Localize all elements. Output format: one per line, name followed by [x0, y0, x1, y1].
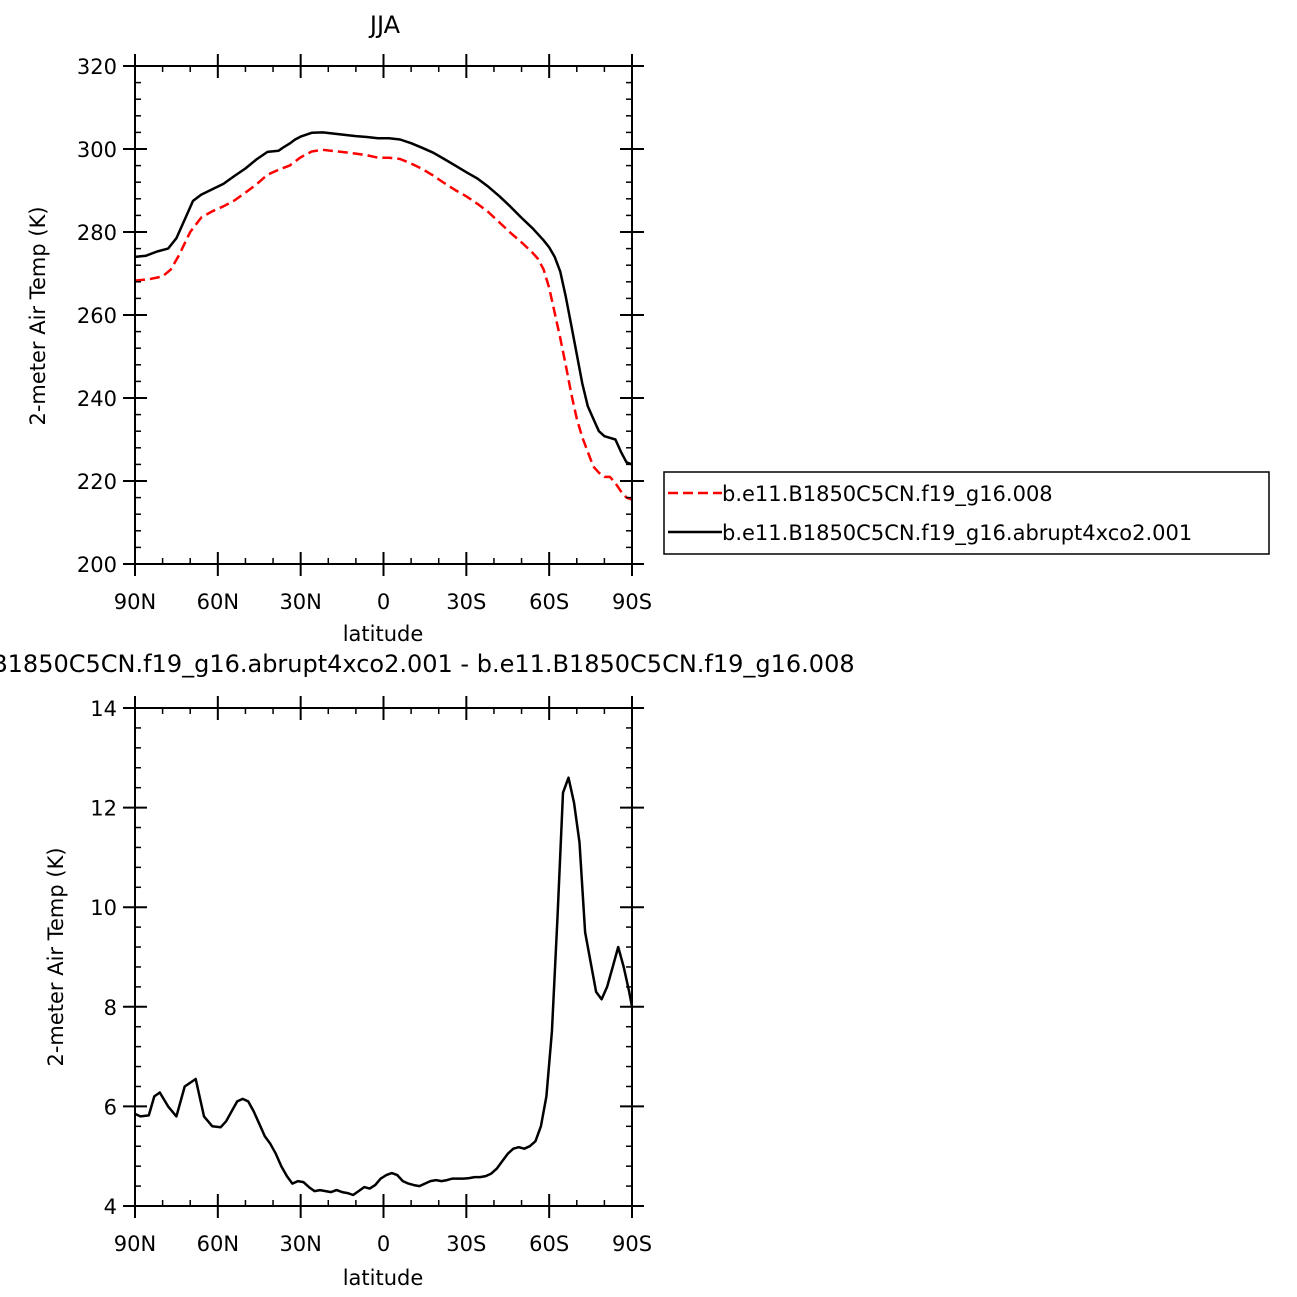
x-tick-label: 30S	[446, 1232, 486, 1256]
panel-bottom: b.e11.B1850C5CN.f19_g16.abrupt4xco2.001 …	[0, 650, 855, 1290]
y-tick-label: 8	[104, 996, 117, 1020]
x-tick-label: 30N	[279, 1232, 321, 1256]
series-group-top	[134, 131, 633, 501]
legend-label-control: b.e11.B1850C5CN.f19_g16.008	[722, 482, 1053, 507]
x-axis-label-bottom: latitude	[343, 1266, 424, 1290]
y-axis-label-top: 2-meter Air Temp (K)	[26, 206, 50, 425]
y-tick-label: 4	[104, 1195, 117, 1219]
y-tick-label: 220	[77, 470, 117, 494]
series-line-0-0	[134, 148, 633, 501]
y-tick-label: 200	[77, 553, 117, 577]
x-tick-label: 30N	[279, 590, 321, 614]
x-tick-label: 60N	[197, 590, 239, 614]
plot-frame-top	[134, 65, 633, 565]
x-tick-label: 60S	[529, 590, 569, 614]
x-tick-label: 30S	[446, 590, 486, 614]
panel-top: JJA 200 220 240 260 280 300 320 90N 60N 30N 0 30S 60…	[26, 11, 1270, 646]
chart-title-bottom: b.e11.B1850C5CN.f19_g16.abrupt4xco2.001 …	[0, 650, 855, 678]
series-group-bottom	[134, 776, 634, 1197]
x-tick-label: 90S	[612, 590, 652, 614]
legend-label-abrupt4xco2: b.e11.B1850C5CN.f19_g16.abrupt4xco2.001	[722, 521, 1192, 546]
x-tick-label: 60N	[197, 1232, 239, 1256]
chart-title-top: JJA	[368, 11, 401, 39]
x-axis-label-top: latitude	[343, 622, 424, 646]
y-tick-label: 14	[90, 697, 117, 721]
y-tick-label: 12	[90, 797, 117, 821]
series-line-1-0	[134, 776, 634, 1197]
legend: b.e11.B1850C5CN.f19_g16.008 b.e11.B1850C…	[663, 471, 1270, 555]
x-tick-label: 90N	[114, 590, 156, 614]
x-tick-label: 60S	[529, 1232, 569, 1256]
y-axis-label-bottom: 2-meter Air Temp (K)	[44, 847, 68, 1066]
y-tick-label: 6	[104, 1095, 117, 1119]
x-tick-label: 0	[377, 1232, 390, 1256]
legend-box	[663, 471, 1270, 555]
y-tick-label: 300	[77, 138, 117, 162]
y-tick-label: 240	[77, 387, 117, 411]
series-line-0-1	[134, 131, 633, 466]
y-tick-label: 10	[90, 896, 117, 920]
y-tick-label: 260	[77, 304, 117, 328]
y-tick-label: 280	[77, 221, 117, 245]
x-tick-label: 90S	[612, 1232, 652, 1256]
y-tick-label: 320	[77, 55, 117, 79]
plot-frame-bottom	[134, 707, 633, 1207]
x-tick-label: 90N	[114, 1232, 156, 1256]
x-tick-label: 0	[377, 590, 390, 614]
